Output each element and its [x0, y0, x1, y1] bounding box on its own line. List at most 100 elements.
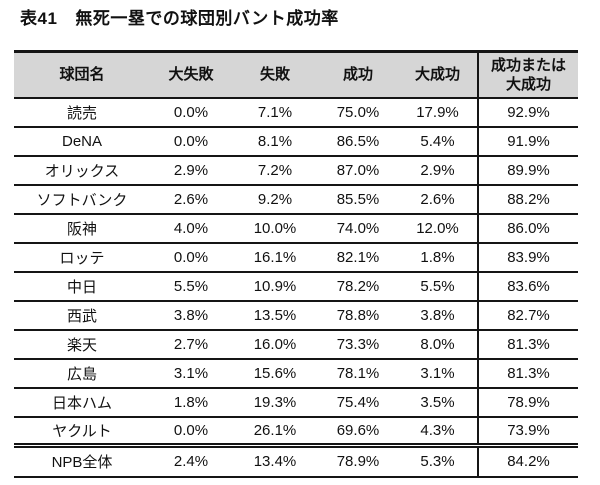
value-cell: 13.5% [253, 306, 297, 324]
table-row: ソフトバンク 2.6% 9.2% 85.5% 2.6% 88.2% [14, 184, 578, 214]
value-cell: 78.2% [336, 277, 380, 295]
value-cell: 5.5% [420, 277, 455, 295]
value-cell: 78.8% [336, 306, 380, 324]
value-cell: 0.0% [173, 248, 209, 266]
team-name-cell: 中日 [66, 278, 97, 296]
value-cell: 91.9% [477, 126, 578, 156]
value-cell: 3.5% [420, 393, 455, 411]
table-number-label: 表41 [20, 9, 58, 28]
value-cell: 73.3% [336, 335, 380, 353]
table-body: 読売 0.0% 7.1% 75.0% 17.9% 92.9% DeNA 0.0% 8.1% 86.… [14, 97, 578, 446]
value-cell: 13.4% [253, 453, 297, 471]
value-cell: 78.9% [477, 387, 578, 417]
value-cell: 78.1% [336, 364, 380, 382]
column-header: 大成功 [414, 66, 460, 84]
value-cell: 89.9% [477, 155, 578, 185]
table-title: 表41 無死一塁での球団別バント成功率 [0, 0, 600, 29]
table-title-text: 無死一塁での球団別バント成功率 [75, 9, 339, 28]
table-row: 広島 3.1% 15.6% 78.1% 3.1% 81.3% [14, 358, 578, 388]
value-cell: 75.4% [336, 393, 380, 411]
value-cell: 69.6% [336, 421, 380, 439]
value-cell: 84.2% [477, 445, 578, 477]
value-cell: 15.6% [253, 364, 297, 382]
value-cell: 16.1% [253, 248, 297, 266]
value-cell: 9.2% [257, 190, 293, 208]
table-row: オリックス 2.9% 7.2% 87.0% 2.9% 89.9% [14, 155, 578, 185]
value-cell: 86.0% [477, 213, 578, 243]
team-name-cell: 日本ハム [51, 394, 112, 412]
table-row: 日本ハム 1.8% 19.3% 75.4% 3.5% 78.9% [14, 387, 578, 417]
team-name-cell: オリックス [44, 162, 120, 180]
value-cell: 0.0% [173, 132, 209, 150]
value-cell: 74.0% [336, 219, 380, 237]
value-cell: 26.1% [253, 421, 297, 439]
value-cell: 7.1% [257, 103, 293, 121]
team-name-cell: DeNA [61, 132, 102, 150]
value-cell: 92.9% [477, 97, 578, 127]
column-header: 成功 [342, 66, 373, 84]
value-cell: 3.8% [173, 306, 209, 324]
value-cell: 5.4% [420, 132, 455, 150]
value-cell: 1.8% [420, 248, 455, 266]
value-cell: 2.7% [173, 335, 209, 353]
column-header: 大失敗 [168, 66, 214, 84]
value-cell: 2.6% [173, 190, 209, 208]
value-cell: 2.6% [420, 190, 455, 208]
value-cell: 83.6% [477, 271, 578, 301]
value-cell: 5.3% [420, 453, 455, 471]
value-cell: 86.5% [336, 132, 380, 150]
team-name-cell: ソフトバンク [36, 191, 128, 209]
value-cell: 87.0% [336, 161, 380, 179]
bunt-success-rate-table: 球団名 大失敗 失敗 成功 大成功 成功または 大成功 読売 0.0% 7.1% 75.0% 17… [14, 50, 578, 478]
value-cell: 8.0% [420, 335, 455, 353]
value-cell: 4.3% [420, 421, 455, 439]
team-name-cell: 阪神 [66, 220, 97, 238]
value-cell: 10.0% [253, 219, 297, 237]
value-cell: 5.5% [173, 277, 209, 295]
team-name-cell: 広島 [66, 365, 97, 383]
team-name-cell: 読売 [66, 104, 97, 122]
value-cell: 10.9% [253, 277, 297, 295]
value-cell: 8.1% [257, 132, 293, 150]
value-cell: 81.3% [477, 329, 578, 359]
table-row: 中日 5.5% 10.9% 78.2% 5.5% 83.6% [14, 271, 578, 301]
table-total-row: NPB全体 2.4% 13.4% 78.9% 5.3% 84.2% [14, 445, 578, 477]
value-cell: 81.3% [477, 358, 578, 388]
column-header: 球団名 [59, 66, 105, 84]
value-cell: 17.9% [416, 103, 459, 121]
value-cell: 1.8% [173, 393, 209, 411]
value-cell: 2.9% [173, 161, 209, 179]
value-cell: 78.9% [336, 453, 380, 471]
value-cell: 12.0% [416, 219, 459, 237]
value-cell: 83.9% [477, 242, 578, 272]
value-cell: 2.9% [420, 161, 455, 179]
value-cell: 16.0% [253, 335, 297, 353]
value-cell: 2.4% [173, 453, 209, 471]
header-row: 球団名 大失敗 失敗 成功 大成功 成功または 大成功 [14, 51, 578, 98]
value-cell: 3.1% [420, 364, 455, 382]
value-cell: 0.0% [173, 421, 209, 439]
value-cell: 7.2% [257, 161, 293, 179]
value-cell: 19.3% [253, 393, 297, 411]
value-cell: 0.0% [173, 103, 209, 121]
column-header: 失敗 [259, 66, 290, 84]
value-cell: 3.8% [420, 306, 455, 324]
table-row: 西武 3.8% 13.5% 78.8% 3.8% 82.7% [14, 300, 578, 330]
team-name-cell: 西武 [66, 307, 97, 325]
value-cell: 3.1% [173, 364, 209, 382]
column-header: 成功または 大成功 [477, 51, 578, 98]
table-row: 阪神 4.0% 10.0% 74.0% 12.0% 86.0% [14, 213, 578, 243]
value-cell: 82.7% [477, 300, 578, 330]
table-row: 読売 0.0% 7.1% 75.0% 17.9% 92.9% [14, 97, 578, 127]
table-row: ヤクルト 0.0% 26.1% 69.6% 4.3% 73.9% [14, 416, 578, 446]
table-row: 楽天 2.7% 16.0% 73.3% 8.0% 81.3% [14, 329, 578, 359]
table-row: ロッテ 0.0% 16.1% 82.1% 1.8% 83.9% [14, 242, 578, 272]
value-cell: 85.5% [336, 190, 380, 208]
team-name-cell: 楽天 [66, 336, 97, 354]
team-name-cell: NPB全体 [51, 454, 113, 472]
team-name-cell: ヤクルト [52, 422, 112, 440]
value-cell: 73.9% [477, 416, 578, 446]
value-cell: 82.1% [336, 248, 380, 266]
value-cell: 88.2% [477, 184, 578, 214]
team-name-cell: ロッテ [59, 249, 105, 267]
